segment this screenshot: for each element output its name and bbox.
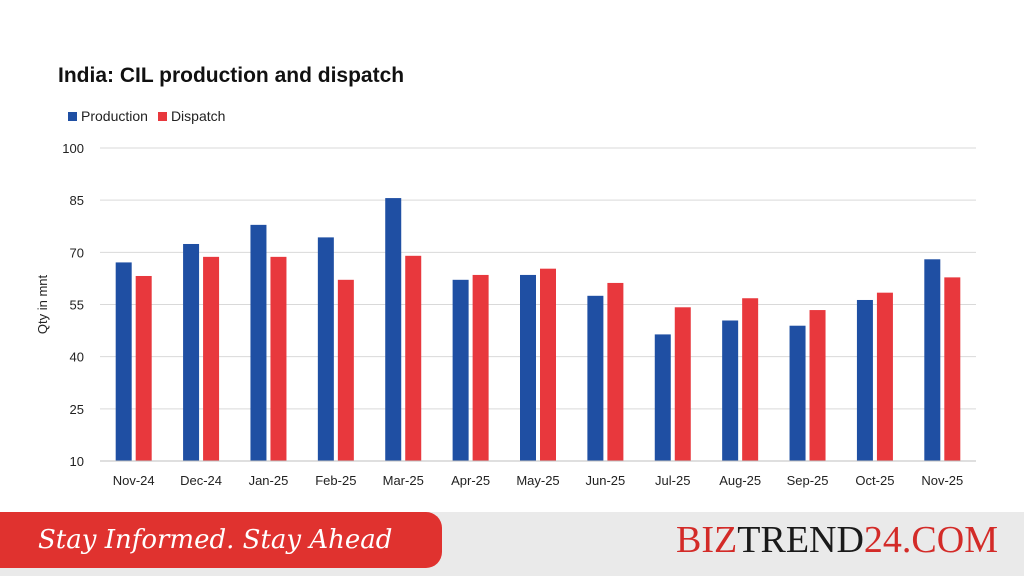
bar-production-mar-25 [385,198,402,461]
x-tick-label: Oct-25 [855,473,894,488]
tagline-text: Stay Informed. Stay Ahead [38,525,393,555]
bar-production-may-25 [520,274,536,461]
bar-dispatch-apr-25 [472,274,489,461]
bar-dispatch-nov-24 [135,275,152,461]
x-tick-label: Apr-25 [451,473,490,488]
legend-swatch-dispatch [157,111,167,121]
x-tick-label: Nov-24 [113,473,155,488]
x-tick-label: Jul-25 [655,473,690,488]
bar-production-aug-25 [722,320,739,461]
x-tick-label: Aug-25 [719,473,761,488]
bar-production-apr-25 [452,279,469,461]
bar-production-dec-24 [183,243,200,461]
x-tick-label: Nov-25 [921,473,963,488]
chart-legend: Production Dispatch [68,108,229,124]
bar-dispatch-feb-25 [337,279,354,461]
bar-production-jul-25 [654,334,671,461]
brand-part-biz: BIZ [676,519,738,561]
bar-dispatch-mar-25 [405,255,422,461]
bar-dispatch-sep-25 [809,310,826,461]
brand-part-number: 24 [863,519,902,561]
brand-part-trend: TREND [737,519,864,561]
bar-production-oct-25 [856,299,873,461]
brand-part-domain: .COM [901,519,998,561]
bar-dispatch-oct-25 [876,292,893,461]
x-tick-label: Jan-25 [249,473,289,488]
y-tick-label: 70 [70,245,84,260]
bar-production-nov-25 [924,259,941,461]
bar-dispatch-jun-25 [607,282,624,461]
bar-dispatch-nov-25 [944,277,961,461]
x-tick-label: Sep-25 [787,473,829,488]
legend-item-production: Production [68,108,148,124]
x-tick-label: Dec-24 [180,473,222,488]
x-tick-label: May-25 [516,473,559,488]
bar-production-jan-25 [250,224,267,461]
y-tick-label: 100 [62,141,84,156]
y-tick-label: 25 [70,402,84,417]
tagline-banner: Stay Informed. Stay Ahead [0,512,442,568]
bar-dispatch-jan-25 [270,256,287,461]
legend-label-production: Production [81,108,148,124]
x-tick-label: Mar-25 [383,473,424,488]
bar-chart: 10 25 40 55 70 85 100 Qty in mnt Nov-24 Dec-24 Jan… [35,141,976,488]
legend-label-dispatch: Dispatch [170,108,226,124]
x-tick-label: Feb-25 [315,473,356,488]
brand-logo[interactable]: BIZTREND24.COM [676,518,998,562]
x-tick-label: Jun-25 [586,473,626,488]
y-tick-label: 55 [70,298,84,313]
y-tick-label: 10 [70,454,84,469]
bar-production-feb-25 [317,237,334,461]
y-tick-label: 40 [70,350,84,365]
bar-dispatch-aug-25 [742,298,759,461]
bar-dispatch-may-25 [540,268,556,461]
legend-item-dispatch: Dispatch [157,108,226,124]
y-tick-label: 85 [70,193,84,208]
bar-production-jun-25 [587,295,604,461]
bar-production-sep-25 [789,325,806,461]
bar-dispatch-jul-25 [674,307,691,461]
chart-title: India: CIL production and dispatch [58,64,405,87]
bar-production-nov-24 [115,262,132,461]
legend-swatch-production [68,111,77,121]
y-axis-label: Qty in mnt [35,275,50,335]
bar-dispatch-dec-24 [203,256,220,461]
